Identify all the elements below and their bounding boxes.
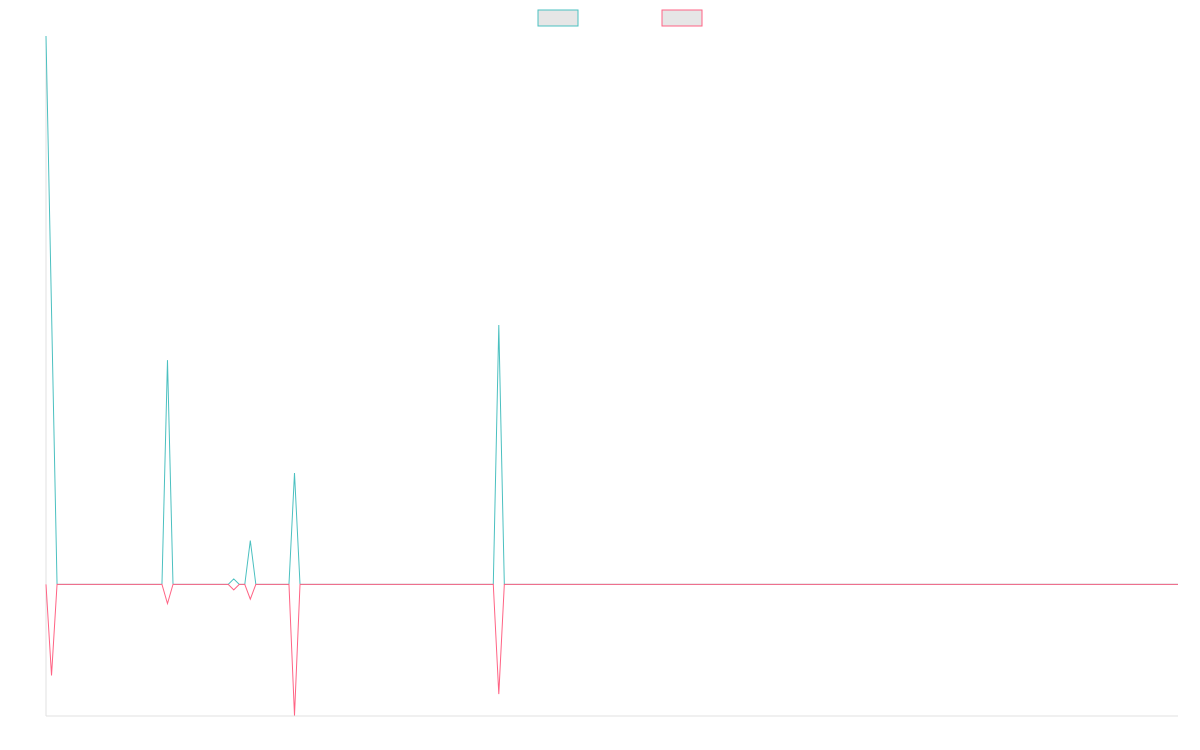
legend-swatch bbox=[661, 9, 703, 27]
line-series bbox=[45, 583, 1178, 716]
line-series bbox=[45, 35, 1178, 585]
legend-swatch bbox=[537, 9, 579, 27]
